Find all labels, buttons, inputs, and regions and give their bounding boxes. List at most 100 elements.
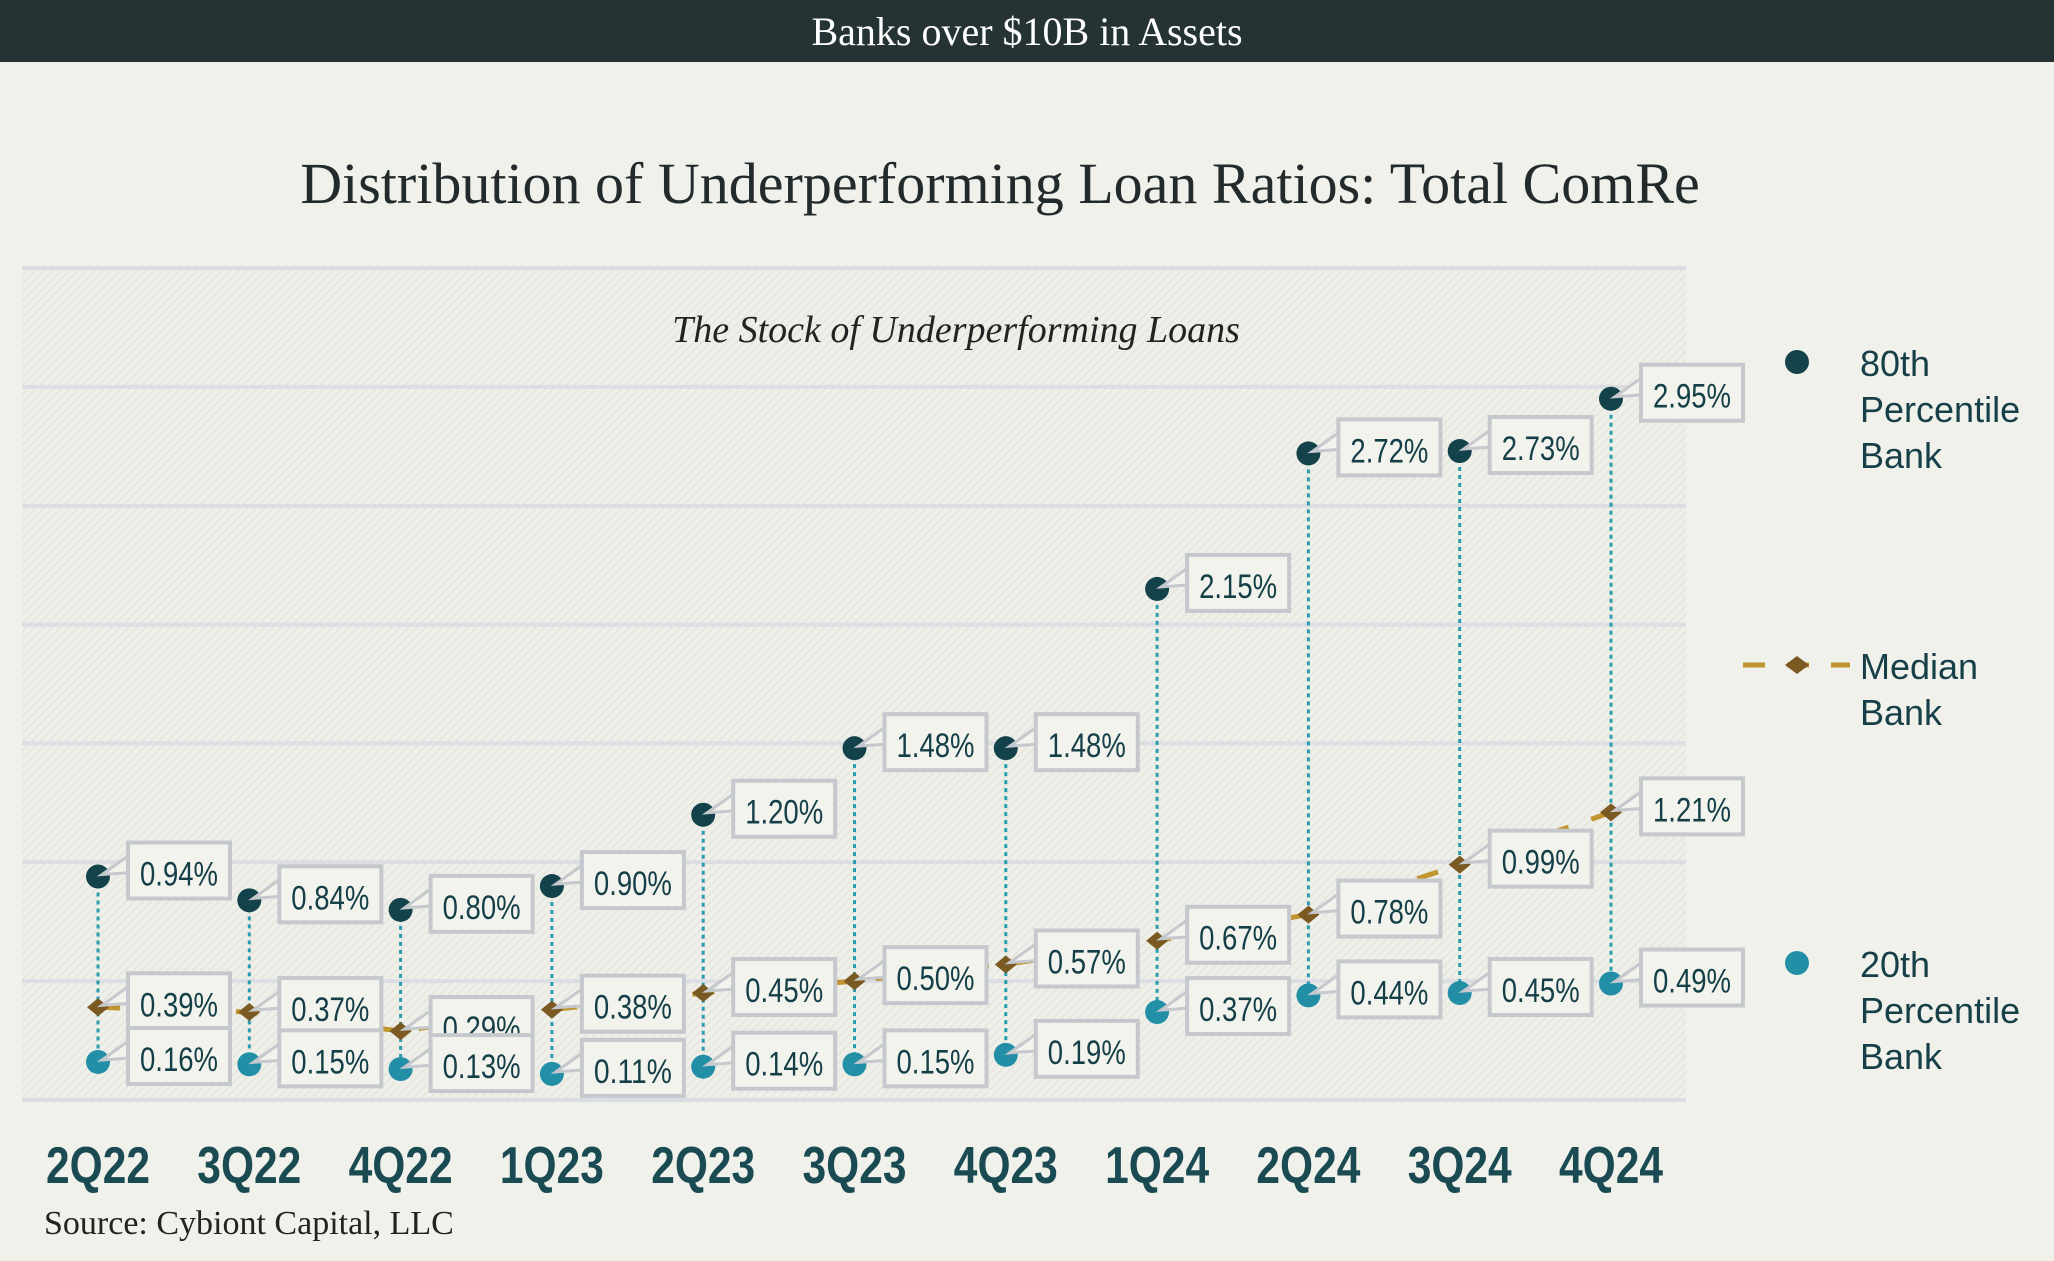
label-box [579,850,686,911]
label-text: 0.57% [1048,944,1126,982]
label-text: 0.11% [594,1053,672,1091]
label-text: 0.14% [745,1046,823,1084]
label-text: 1.48% [897,727,975,765]
p20-point [539,1061,564,1086]
legend-label: 80th [1860,343,1930,384]
p80-data-label: 0.84% [248,864,384,925]
label-box [882,712,989,773]
label-box [126,840,232,901]
label-text: 1.20% [745,794,823,832]
p80-data-label: 2.73% [1458,415,1594,476]
x-tick-label: 2Q24 [1256,1137,1360,1195]
median-data-label: 0.38% [550,973,686,1034]
label-box [428,873,535,934]
p20-data-label: 0.15% [853,1028,989,1089]
p80-point [86,864,110,889]
label-box [1033,928,1140,989]
p20-data-label: 0.44% [1307,959,1443,1020]
label-text: 2.72% [1350,432,1428,470]
p80-point [993,736,1018,761]
p20-point [1296,983,1321,1008]
p20-data-label: 0.11% [550,1037,686,1098]
legend-label: Percentile [1860,389,2020,430]
median-data-label: 0.37% [248,976,384,1037]
label-text: 2.73% [1502,430,1580,468]
p20-point [691,1054,716,1079]
label-box [1336,417,1443,478]
median-data-label: 0.99% [1458,828,1594,889]
legend-label: Bank [1860,435,1943,476]
p80-point [691,802,716,827]
label-box [1336,878,1443,939]
label-box [1033,712,1140,773]
label-box [126,971,232,1032]
p80-point [1145,576,1170,601]
p20-data-label: 0.19% [1004,1018,1140,1079]
label-box [428,1033,535,1094]
p80-data-label: 0.90% [550,850,686,911]
label-box [882,1028,989,1089]
label-text: 0.50% [897,960,975,998]
label-box [1185,904,1292,965]
x-tick-label: 4Q24 [1559,1137,1663,1195]
label-text: 0.39% [140,986,218,1024]
label-box [277,864,384,925]
label-text: 0.15% [897,1043,975,1081]
p80-data-label: 2.15% [1155,552,1292,613]
p80-data-label: 1.48% [853,712,989,773]
header-banner: Banks over $10B in Assets [0,0,2054,62]
p20-point [1145,1000,1170,1025]
p80-point [1599,386,1623,411]
label-text: 0.99% [1502,844,1580,882]
label-box [277,1028,384,1089]
x-tick-label: 3Q22 [197,1137,301,1195]
p20-data-label: 0.13% [399,1033,535,1094]
median-data-label: 0.57% [1004,928,1140,989]
median-data-label: 1.21% [1609,776,1745,837]
p80-point [1447,439,1472,464]
label-box [579,1037,686,1098]
label-box [1639,362,1745,423]
legend-label: Percentile [1860,990,2020,1031]
p20-data-label: 0.14% [701,1030,838,1091]
label-box [731,1030,838,1091]
p80-data-label: 0.80% [399,873,535,934]
p20-point [86,1049,110,1074]
x-tick-label: 1Q24 [1105,1137,1209,1195]
median-data-label: 0.78% [1307,878,1443,939]
label-text: 0.45% [745,972,823,1010]
p80-data-label: 2.95% [1609,362,1745,423]
label-box [1639,776,1745,837]
median-data-label: 0.45% [701,957,838,1018]
legend-label: Bank [1860,1036,1943,1077]
label-box [882,945,989,1006]
label-box [126,1025,232,1086]
p20-point [388,1057,413,1082]
label-text: 1.48% [1048,727,1126,765]
label-box [731,957,838,1018]
p80-point [388,897,413,922]
p80-data-label: 1.20% [701,778,838,839]
legend-label: 20th [1860,944,1930,985]
label-text: 0.80% [443,889,521,927]
legend-marker [1785,350,1809,374]
x-tick-label: 1Q23 [500,1137,604,1195]
label-box [1487,415,1594,476]
x-tick-label: 4Q23 [954,1137,1058,1195]
label-box [1487,828,1594,889]
chart-subtitle: The Stock of Underperforming Loans [672,309,1240,351]
p80-point [1296,441,1321,466]
label-text: 1.21% [1653,791,1731,829]
p20-point [1447,981,1472,1006]
median-data-label: 0.67% [1155,904,1292,965]
p20-point [842,1052,867,1077]
label-text: 0.90% [594,865,672,903]
x-tick-label: 3Q23 [803,1137,907,1195]
label-text: 0.44% [1350,974,1428,1012]
p80-point [539,874,564,899]
p80-data-label: 1.48% [1004,712,1140,773]
label-box [731,778,838,839]
label-box [277,976,384,1037]
label-text: 0.38% [594,989,672,1027]
